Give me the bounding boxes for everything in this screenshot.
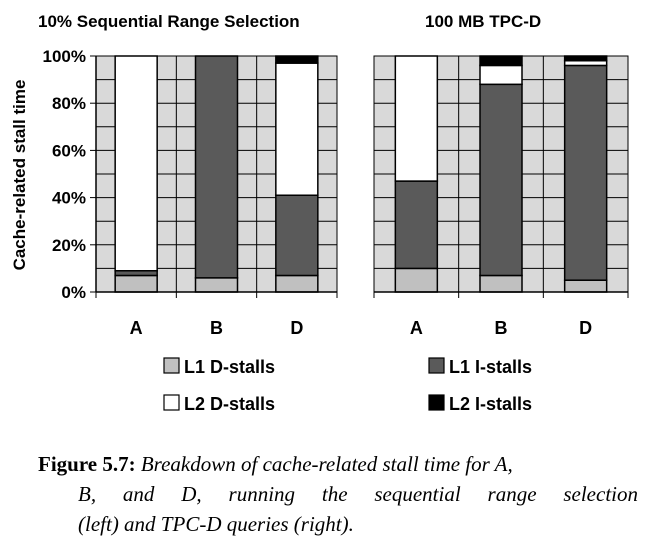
left-bar-B-l1-d-stalls (194, 277, 239, 293)
left-category-label: A (130, 318, 143, 338)
legend-swatch (163, 357, 180, 374)
right-bar-D-l2-i-stalls (563, 55, 608, 62)
left-bar-A-l2-d-stalls (114, 55, 158, 272)
legend-swatch (428, 357, 445, 374)
caption-line-1: Breakdown of cache-related stall time fo… (140, 452, 513, 476)
y-tick-label: 60% (52, 141, 86, 160)
right-bar-B-l1-i-stalls (479, 83, 523, 277)
y-axis-label: Cache-related stall time (10, 80, 29, 271)
right-bar-B-l2-i-stalls (479, 55, 523, 67)
y-tick-label: 80% (52, 94, 86, 113)
figure-caption: Figure 5.7: Breakdown of cache-related s… (38, 449, 638, 539)
legend-label: L1 D-stalls (184, 357, 275, 377)
legend-swatch (163, 394, 180, 411)
caption-label: Figure 5.7: (38, 452, 136, 476)
legend: L1 D-stalls L1 I-stalls L2 D-stalls L2 I-st… (163, 357, 532, 414)
left-category-label: B (210, 318, 223, 338)
legend-label: L1 I-stalls (449, 357, 532, 377)
right-bar-D-l1-i-stalls (563, 64, 608, 281)
left-bar-B-l1-i-stalls (194, 55, 239, 279)
left-bar-D-l2-i-stalls (275, 55, 319, 64)
right-bar-B-l2-d-stalls (479, 64, 523, 86)
legend-label: L2 I-stalls (449, 394, 532, 414)
right-bar-B-l1-d-stalls (479, 274, 523, 293)
right-bar-D-l1-d-stalls (563, 279, 608, 293)
caption-line-2: B, and D, running the sequential range s… (78, 482, 638, 506)
left-bar-D-l1-i-stalls (275, 194, 319, 277)
y-tick-label: 20% (52, 236, 86, 255)
right-chart-title: 100 MB TPC-D (425, 12, 541, 31)
right-bar-A-l2-d-stalls (394, 55, 439, 182)
left-bar-A-l1-d-stalls (114, 274, 158, 293)
left-bar-D-l1-d-stalls (275, 274, 319, 293)
legend-label: L2 D-stalls (184, 394, 275, 414)
left-bar-D-l2-d-stalls (275, 62, 319, 196)
right-category-label: D (579, 318, 592, 338)
left-chart-title: 10% Sequential Range Selection (38, 12, 300, 31)
y-tick-label: 0% (61, 283, 86, 302)
legend-swatch (428, 394, 445, 411)
right-category-label: A (410, 318, 423, 338)
right-chart-plot (373, 55, 629, 298)
y-axis-ticks: 0% 20% 40% 60% 80% 100% (43, 47, 97, 302)
right-bar-A-l1-d-stalls (394, 267, 439, 293)
right-category-label: B (495, 318, 508, 338)
y-tick-label: 40% (52, 189, 86, 208)
y-tick-label: 100% (43, 47, 86, 66)
caption-line-3: (left) and TPC-D queries (right). (78, 512, 354, 536)
left-chart-plot (95, 55, 338, 298)
right-bar-A-l1-i-stalls (394, 180, 439, 270)
left-category-label: D (290, 318, 303, 338)
